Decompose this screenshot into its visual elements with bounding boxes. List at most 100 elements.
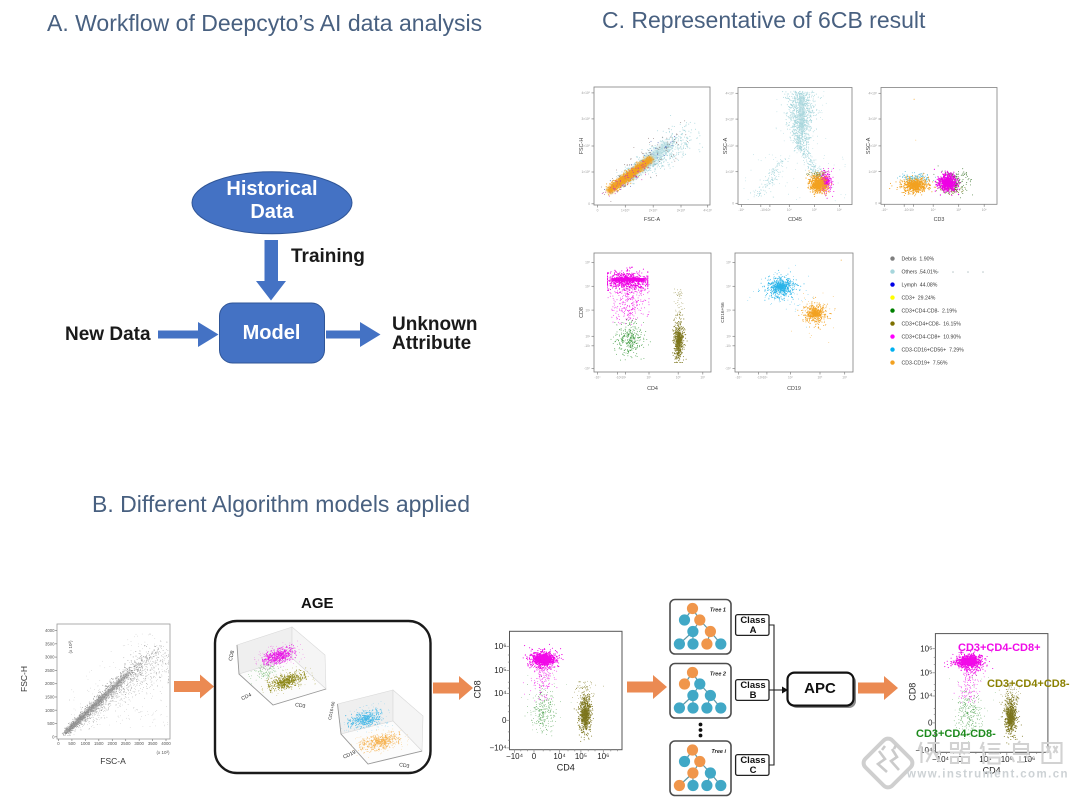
- svg-text:−10⁴: −10⁴: [932, 755, 950, 764]
- svg-text:CD3-CD19+ 7.56%: CD3-CD19+ 7.56%: [902, 360, 948, 366]
- svg-text:CD19: CD19: [342, 750, 357, 761]
- svg-text:4×10⁵: 4×10⁵: [725, 92, 734, 96]
- svg-text:1×10⁵: 1×10⁵: [725, 170, 734, 174]
- svg-text:3000: 3000: [134, 741, 144, 746]
- svg-text:CD3: CD3: [934, 217, 945, 223]
- svg-text:10⁵: 10⁵: [726, 261, 732, 265]
- svg-text:CD3-CD16+CD56+ 7.29%: CD3-CD16+CD56+ 7.29%: [902, 347, 965, 353]
- svg-text:10³: 10³: [585, 308, 590, 312]
- svg-text:10⁵: 10⁵: [812, 208, 818, 212]
- svg-text:10⁵: 10⁵: [676, 376, 682, 380]
- svg-text:(x 10³): (x 10³): [156, 750, 170, 755]
- svg-text:0: 0: [958, 755, 963, 764]
- svg-text:-10⁴: -10⁴: [738, 208, 745, 212]
- svg-text:10⁴: 10⁴: [726, 285, 732, 289]
- svg-text:0: 0: [52, 734, 55, 739]
- svg-text:SSC-A: SSC-A: [723, 137, 729, 154]
- svg-text:CD3+CD4-CD8- 2.19%: CD3+CD4-CD8- 2.19%: [902, 308, 958, 314]
- svg-text:1000: 1000: [45, 708, 55, 713]
- svg-text:10⁴: 10⁴: [585, 285, 591, 289]
- svg-text:-10²: -10²: [584, 344, 590, 348]
- svg-text:CD4: CD4: [557, 763, 575, 773]
- svg-text:0: 0: [532, 752, 537, 761]
- svg-text:CD16+56: CD16+56: [327, 700, 336, 720]
- svg-text:2×10⁵: 2×10⁵: [649, 209, 658, 213]
- svg-text:10⁶: 10⁶: [837, 208, 843, 212]
- svg-text:0: 0: [732, 202, 734, 206]
- svg-text:-10³10³: -10³10³: [904, 208, 914, 212]
- svg-text:0: 0: [502, 716, 507, 725]
- svg-text:2000: 2000: [107, 741, 117, 746]
- svg-text:3×10⁵: 3×10⁵: [725, 117, 734, 121]
- svg-text:2×10⁵: 2×10⁵: [581, 144, 590, 148]
- svg-text:10²: 10²: [726, 335, 731, 339]
- svg-text:CD4: CD4: [647, 386, 658, 392]
- svg-text:10²: 10²: [585, 335, 590, 339]
- svg-text:−10⁴: −10⁴: [915, 746, 933, 755]
- svg-text:1500: 1500: [94, 741, 104, 746]
- svg-text:−10⁴: −10⁴: [489, 744, 507, 753]
- svg-text:2×10⁵: 2×10⁵: [868, 144, 877, 148]
- svg-text:CD4: CD4: [983, 765, 1001, 775]
- svg-text:1000: 1000: [81, 741, 91, 746]
- svg-text:2500: 2500: [45, 668, 55, 673]
- svg-text:-10⁴: -10⁴: [736, 376, 743, 380]
- svg-text:4000: 4000: [45, 628, 55, 633]
- svg-text:2×10⁵: 2×10⁵: [725, 144, 734, 148]
- svg-text:CD4: CD4: [241, 692, 253, 702]
- svg-text:1×10⁵: 1×10⁵: [621, 209, 630, 213]
- svg-text:3×10⁵: 3×10⁵: [581, 117, 590, 121]
- svg-text:1×10⁵: 1×10⁵: [868, 170, 877, 174]
- svg-text:-10⁴: -10⁴: [584, 367, 591, 371]
- svg-text:4×10⁵: 4×10⁵: [703, 209, 712, 213]
- svg-text:3×10⁵: 3×10⁵: [868, 117, 877, 121]
- svg-text:3500: 3500: [45, 641, 55, 646]
- svg-text:4000: 4000: [161, 741, 171, 746]
- svg-text:10⁵: 10⁵: [494, 666, 506, 675]
- svg-text:-10²: -10²: [725, 344, 731, 348]
- svg-text:-10⁴: -10⁴: [881, 208, 888, 212]
- svg-text:Tree i: Tree i: [711, 749, 726, 755]
- svg-text:4×10⁵: 4×10⁵: [581, 91, 590, 95]
- svg-text:10⁴: 10⁴: [920, 692, 933, 701]
- svg-text:-10³10³: -10³10³: [616, 376, 626, 380]
- svg-text:500: 500: [68, 741, 76, 746]
- svg-text:10⁴: 10⁴: [553, 752, 566, 761]
- svg-text:FSC-A: FSC-A: [100, 756, 126, 766]
- svg-text:FSC-H: FSC-H: [19, 666, 29, 692]
- svg-text:0: 0: [57, 741, 60, 746]
- svg-text:10⁴: 10⁴: [787, 208, 793, 212]
- svg-text:0: 0: [928, 718, 933, 727]
- svg-text:Tree 1: Tree 1: [710, 608, 726, 614]
- svg-text:CD45: CD45: [788, 217, 802, 223]
- svg-text:CD8: CD8: [907, 683, 917, 701]
- svg-text:FSC-A: FSC-A: [644, 217, 661, 223]
- svg-text:500: 500: [47, 721, 55, 726]
- svg-text:−10⁴: −10⁴: [506, 752, 524, 761]
- svg-text:10⁴: 10⁴: [979, 755, 992, 764]
- svg-text:CD19: CD19: [787, 386, 801, 392]
- svg-text:Debris 1.90%: Debris 1.90%: [902, 256, 935, 262]
- svg-text:0: 0: [588, 202, 590, 206]
- svg-text:www.instrument.com.cn: www.instrument.com.cn: [906, 769, 1069, 781]
- svg-text:CD8: CD8: [228, 650, 236, 662]
- svg-text:Tree 2: Tree 2: [710, 672, 726, 678]
- svg-text:10³: 10³: [726, 308, 731, 312]
- svg-text:SSC-A: SSC-A: [866, 137, 872, 154]
- svg-text:10⁵: 10⁵: [920, 668, 932, 677]
- svg-text:10⁴: 10⁴: [647, 376, 653, 380]
- svg-text:3000: 3000: [45, 655, 55, 660]
- svg-text:FSC-H: FSC-H: [579, 138, 585, 155]
- svg-text:4×10⁵: 4×10⁵: [868, 92, 877, 96]
- svg-text:10⁵: 10⁵: [1001, 755, 1013, 764]
- svg-text:CD8: CD8: [473, 680, 483, 698]
- svg-text:1×10⁵: 1×10⁵: [581, 170, 590, 174]
- svg-text:CD3+CD4-CD8+ 10.90%: CD3+CD4-CD8+ 10.90%: [902, 334, 962, 340]
- svg-text:Others .54.01%: Others .54.01%: [902, 269, 938, 275]
- svg-text:CD3+ 29.24%: CD3+ 29.24%: [902, 295, 936, 301]
- svg-text:2000: 2000: [45, 681, 55, 686]
- svg-text:-10⁴: -10⁴: [595, 376, 602, 380]
- svg-text:CD16+56: CD16+56: [720, 302, 726, 323]
- svg-text:10⁶: 10⁶: [494, 642, 506, 651]
- svg-text:CD3: CD3: [399, 762, 410, 770]
